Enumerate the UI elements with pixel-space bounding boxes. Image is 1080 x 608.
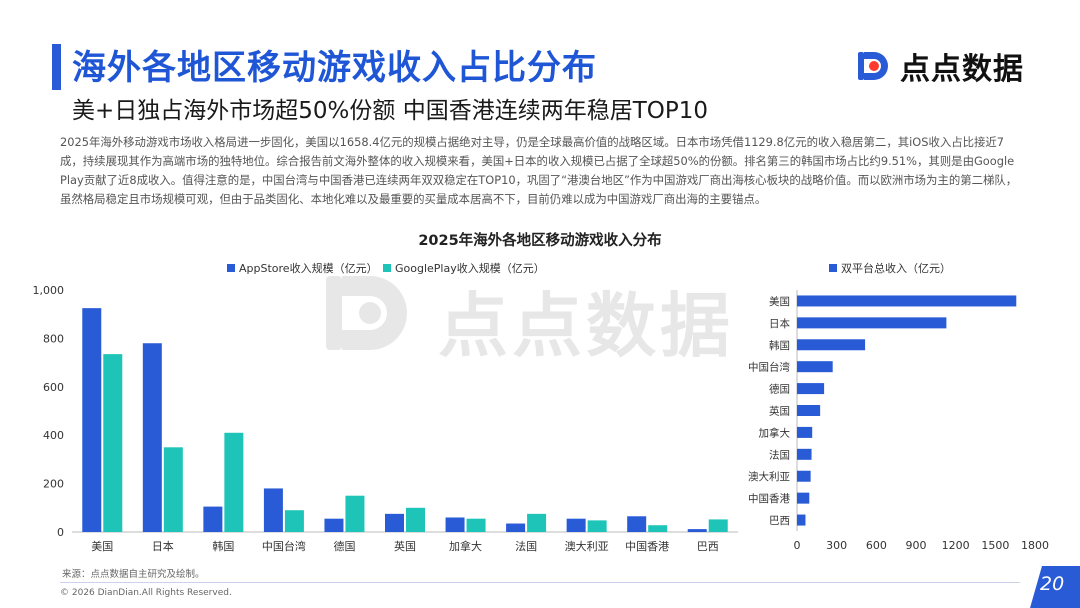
bar — [708, 519, 728, 532]
bar — [527, 513, 547, 532]
x-tick-label: 1200 — [942, 539, 970, 552]
x-tick-label: 德国 — [333, 539, 355, 553]
y-tick-label: 中国香港 — [748, 492, 790, 505]
chart-title: 2025年海外各地区移动游戏收入分布 — [418, 233, 662, 249]
y-tick-label: 中国台湾 — [748, 361, 790, 374]
x-tick-label: 加拿大 — [449, 539, 482, 553]
legend-label: GooglePlay收入规模（亿元） — [395, 261, 545, 275]
footer-divider — [60, 582, 1020, 583]
bar — [797, 295, 1017, 307]
bar — [345, 495, 365, 532]
bar — [324, 518, 344, 532]
bar — [797, 339, 866, 351]
page-number-badge — [1030, 566, 1080, 608]
page-subtitle: 美+日独占海外市场超50%份额 中国香港连续两年稳居TOP10 — [72, 98, 708, 124]
brand-logo: 点点数据 — [854, 44, 1024, 88]
bar — [263, 488, 283, 532]
bar — [687, 529, 707, 532]
y-tick-label: 美国 — [769, 295, 790, 308]
x-tick-label: 法国 — [515, 539, 537, 553]
legend-label: AppStore收入规模（亿元） — [239, 261, 378, 275]
x-tick-label: 英国 — [394, 539, 416, 553]
legend-swatch — [829, 264, 837, 272]
diandian-logo-icon — [858, 52, 888, 80]
bar — [284, 510, 304, 532]
x-tick-label: 澳大利亚 — [565, 539, 609, 553]
x-tick-label: 0 — [794, 539, 801, 552]
bar — [203, 506, 223, 532]
bar — [82, 308, 102, 532]
bar — [797, 514, 806, 526]
bar — [797, 470, 811, 482]
bar — [797, 317, 947, 329]
bar — [797, 405, 821, 416]
y-tick-label: 法国 — [769, 448, 790, 461]
copyright-text: © 2026 DianDian.All Rights Reserved. — [60, 588, 232, 598]
bar — [163, 447, 183, 532]
y-tick-label: 200 — [43, 478, 64, 491]
source-note: 来源：点点数据自主研究及绘制。 — [62, 569, 205, 580]
x-tick-label: 美国 — [91, 540, 113, 553]
page-number: 20 — [1040, 573, 1065, 595]
legend-swatch — [227, 264, 235, 272]
bar — [445, 517, 465, 532]
x-tick-label: 1800 — [1021, 539, 1049, 552]
bar — [506, 523, 526, 532]
bar — [797, 492, 810, 504]
bar — [627, 516, 647, 532]
bar — [797, 383, 825, 395]
legend-swatch — [383, 264, 391, 272]
x-tick-label: 600 — [866, 539, 887, 552]
title-accent-bar — [52, 44, 61, 90]
x-tick-label: 1500 — [981, 539, 1009, 552]
bar — [466, 518, 486, 532]
y-tick-label: 德国 — [769, 383, 790, 396]
x-tick-label: 巴西 — [697, 540, 719, 553]
y-tick-label: 韩国 — [769, 339, 790, 352]
bar — [224, 432, 244, 532]
bar — [797, 361, 833, 373]
y-tick-label: 0 — [57, 526, 64, 539]
logo-text: 点点数据 — [900, 52, 1024, 87]
y-tick-label: 日本 — [769, 317, 790, 330]
y-tick-label: 1,000 — [33, 284, 65, 297]
x-tick-label: 韩国 — [212, 539, 234, 553]
bar — [566, 518, 586, 532]
bar — [797, 448, 812, 460]
page-title: 海外各地区移动游戏收入占比分布 — [72, 48, 597, 88]
bar — [406, 507, 425, 532]
y-tick-label: 巴西 — [769, 515, 790, 527]
x-tick-label: 900 — [906, 539, 927, 552]
y-tick-label: 400 — [43, 429, 64, 442]
bar — [797, 426, 813, 438]
y-tick-label: 600 — [43, 381, 64, 394]
x-tick-label: 中国香港 — [625, 540, 669, 553]
legend-label: 双平台总收入（亿元） — [841, 261, 951, 275]
description-paragraph: 2025年海外移动游戏市场收入格局进一步固化，美国以1658.4亿元的规模占据绝… — [60, 135, 1018, 206]
bar — [587, 520, 607, 532]
x-tick-label: 中国台湾 — [262, 539, 306, 553]
y-tick-label: 加拿大 — [759, 426, 791, 439]
y-tick-label: 800 — [43, 332, 64, 345]
y-tick-label: 英国 — [769, 405, 790, 418]
x-tick-label: 日本 — [152, 539, 174, 553]
y-tick-label: 澳大利亚 — [748, 470, 790, 483]
x-tick-label: 300 — [826, 539, 847, 552]
bar — [648, 525, 668, 532]
bar — [385, 513, 404, 532]
bar — [142, 343, 162, 532]
bar — [103, 354, 123, 532]
